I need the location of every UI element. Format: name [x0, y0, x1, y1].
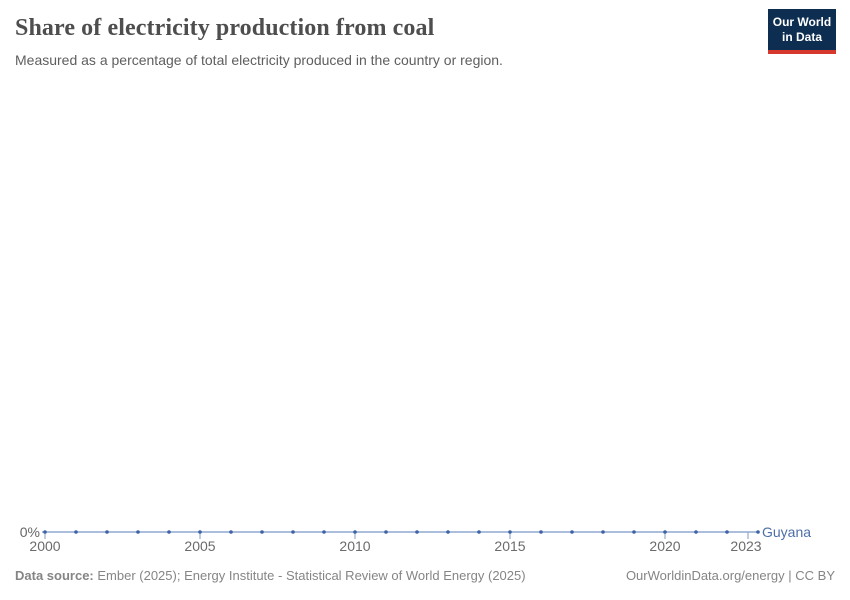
data-point-marker[interactable]: [570, 530, 574, 534]
data-point-marker[interactable]: [384, 530, 388, 534]
data-point-marker[interactable]: [260, 530, 264, 534]
data-point-marker[interactable]: [353, 530, 357, 534]
data-point-marker[interactable]: [477, 530, 481, 534]
data-point-marker[interactable]: [725, 530, 729, 534]
data-point-marker[interactable]: [632, 530, 636, 534]
owid-logo-line2: in Data: [781, 29, 822, 44]
data-point-marker[interactable]: [663, 530, 667, 534]
data-point-marker[interactable]: [74, 530, 78, 534]
chart-title: Share of electricity production from coa…: [15, 15, 435, 41]
line-chart-svg: [42, 530, 760, 539]
data-point-marker[interactable]: [198, 530, 202, 534]
data-point-marker[interactable]: [539, 530, 543, 534]
owid-logo[interactable]: Our World in Data: [768, 9, 836, 54]
y-axis-zero-label: 0%: [19, 524, 40, 540]
data-source-label: Data source:: [15, 568, 94, 583]
data-point-marker[interactable]: [136, 530, 140, 534]
data-source-text: Ember (2025); Energy Institute - Statist…: [93, 568, 526, 583]
data-point-marker[interactable]: [43, 530, 47, 534]
owid-credit-link[interactable]: OurWorldinData.org/energy | CC BY: [625, 568, 835, 583]
data-point-marker[interactable]: [167, 530, 171, 534]
chart-footer: Data source: Ember (2025); Energy Instit…: [15, 568, 835, 583]
data-point-marker[interactable]: [601, 530, 605, 534]
data-point-marker[interactable]: [694, 530, 698, 534]
chart-subtitle: Measured as a percentage of total electr…: [15, 52, 503, 68]
data-point-marker[interactable]: [105, 530, 109, 534]
data-point-marker[interactable]: [229, 530, 233, 534]
data-point-marker[interactable]: [415, 530, 419, 534]
data-point-marker[interactable]: [446, 530, 450, 534]
data-source-note: Data source: Ember (2025); Energy Instit…: [15, 568, 526, 583]
data-point-marker[interactable]: [322, 530, 326, 534]
data-point-marker[interactable]: [508, 530, 512, 534]
data-point-marker[interactable]: [756, 530, 760, 534]
owid-logo-line1: Our World: [772, 15, 832, 30]
data-point-marker[interactable]: [291, 530, 295, 534]
entity-label-guyana[interactable]: Guyana: [762, 524, 812, 540]
